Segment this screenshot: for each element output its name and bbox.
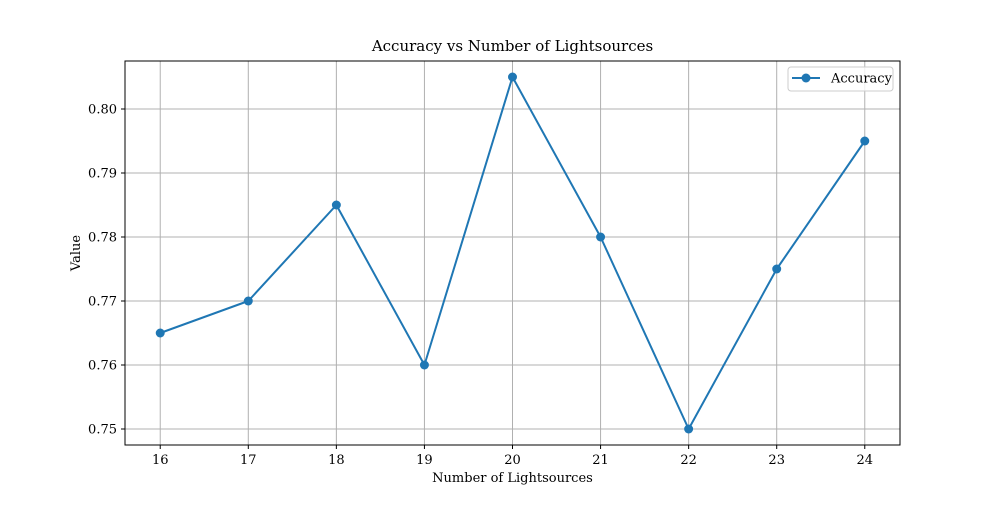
data-point [596, 232, 606, 242]
chart-title: Accuracy vs Number of Lightsources [371, 37, 653, 55]
series-layer [155, 72, 870, 434]
x-tick-label: 16 [152, 453, 169, 468]
y-axis-label: Value [69, 235, 84, 272]
legend-marker-swatch [801, 73, 811, 83]
y-tick-label: 0.78 [88, 231, 117, 246]
data-point [508, 72, 517, 82]
data-point [772, 264, 782, 274]
x-tick-label: 24 [856, 453, 873, 468]
x-tick-label: 17 [240, 453, 257, 468]
data-point [860, 136, 870, 146]
legend: Accuracy [787, 66, 894, 92]
y-tick-label: 0.79 [88, 167, 117, 182]
data-point [419, 360, 429, 370]
y-tick-label: 0.76 [88, 359, 117, 374]
legend-label-accuracy: Accuracy [830, 72, 893, 87]
y-axis-ticks: 0.75 0.76 0.77 0.78 0.79 0.80 [88, 103, 125, 438]
data-point [684, 424, 694, 434]
x-tick-label: 22 [680, 453, 697, 468]
data-point [243, 296, 253, 306]
x-axis-ticks: 16 17 18 19 20 21 22 23 24 [152, 445, 873, 468]
x-tick-label: 18 [328, 453, 345, 468]
x-tick-label: 20 [504, 453, 521, 468]
y-tick-label: 0.77 [88, 295, 117, 310]
grid [125, 61, 900, 445]
x-tick-label: 19 [416, 453, 433, 468]
y-tick-label: 0.75 [88, 423, 117, 438]
x-axis-label: Number of Lightsources [432, 471, 593, 486]
x-tick-label: 23 [768, 453, 785, 468]
data-point [155, 328, 165, 338]
x-tick-label: 21 [592, 453, 609, 468]
data-point [331, 200, 341, 210]
y-tick-label: 0.80 [88, 103, 117, 118]
legend-box [787, 66, 894, 92]
